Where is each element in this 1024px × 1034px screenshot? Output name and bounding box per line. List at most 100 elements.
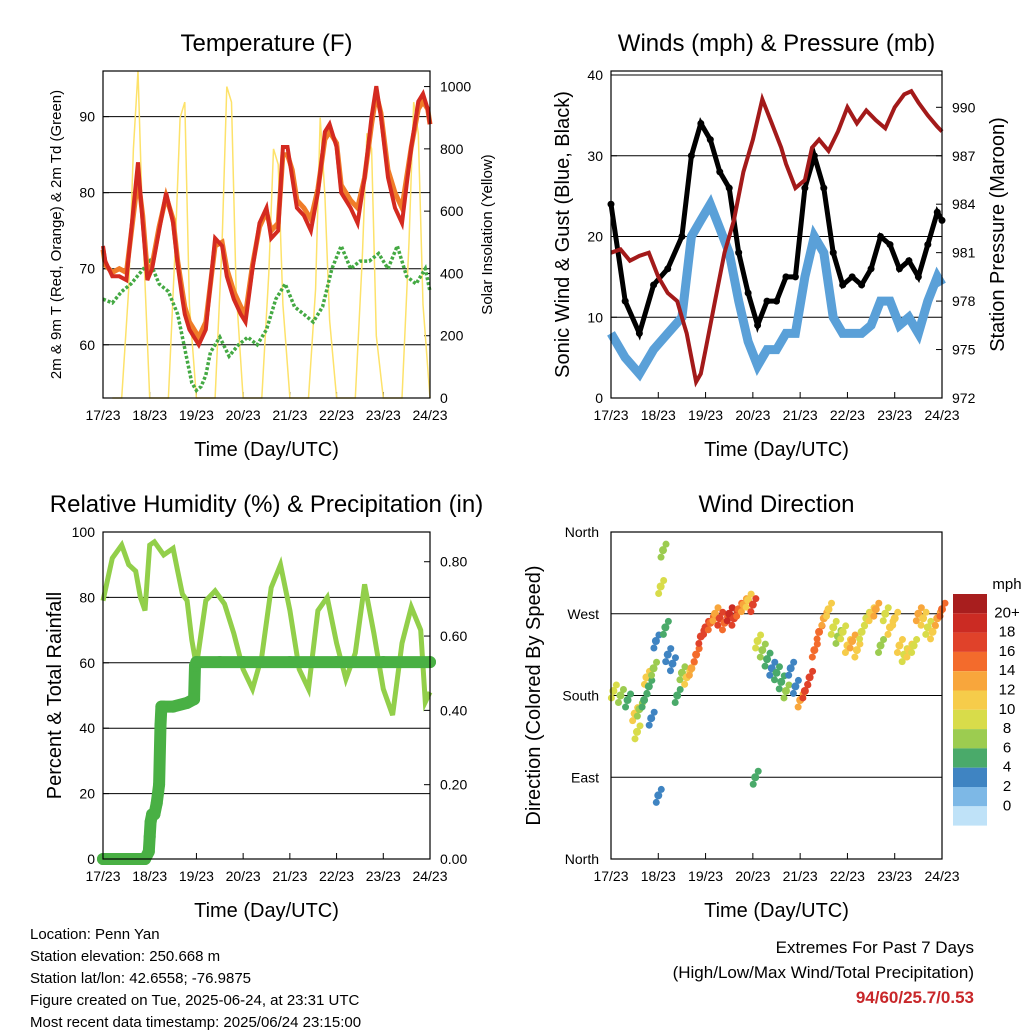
colorbar-title: mph (992, 576, 1021, 593)
colorbar-label: 4 (1003, 759, 1011, 776)
x-tick-label: 23/23 (366, 868, 401, 884)
direction-point (772, 668, 781, 677)
y-tick-label: 0 (595, 390, 603, 406)
y-tick-label: 80 (79, 185, 95, 201)
direction-point (917, 621, 925, 629)
rainfall-point (167, 700, 180, 713)
y-axis-label: 2m & 9m T (Red, Orange) & 2m Td (Green) (48, 90, 65, 379)
x-tick-label: 18/23 (132, 868, 167, 884)
direction-point (881, 609, 890, 618)
y2-tick-label: 990 (952, 99, 976, 115)
y-tick-label: 0 (87, 851, 95, 867)
y-tick-label: 70 (79, 261, 95, 277)
direction-point (681, 680, 689, 688)
direction-point (661, 623, 670, 632)
colorbar-swatch (953, 613, 987, 633)
rainfall-point (330, 656, 343, 669)
direction-point (828, 599, 836, 607)
direction-point (651, 637, 660, 645)
extremes-values: 94/60/25.7/0.53 (855, 988, 974, 1007)
colorbar-label: 20+ (994, 604, 1020, 621)
rainfall-point (157, 700, 170, 713)
chart-panel-wind-direction: Wind Direction Time (Day/UTC) 17/23 18/23 19… (523, 491, 960, 922)
rainfall-point (153, 778, 166, 791)
direction-point (781, 686, 790, 695)
direction-point (645, 721, 653, 729)
direction-point (631, 735, 639, 743)
direction-point (800, 686, 809, 695)
y2-tick-label: 400 (440, 265, 464, 281)
x-tick-label: 22/23 (830, 407, 865, 423)
recent-timestamp-text: Most recent data timestamp: 2025/06/24 2… (30, 1014, 362, 1031)
direction-point (785, 681, 793, 689)
y-tick-label: East (571, 769, 599, 785)
direction-point (612, 681, 620, 689)
direction-point (747, 590, 755, 598)
direction-point (794, 676, 802, 684)
direction-point (619, 686, 627, 693)
direction-point (673, 691, 682, 700)
direction-point (687, 664, 696, 673)
direction-point (827, 630, 835, 638)
direction-point (685, 671, 693, 679)
direction-point (804, 680, 812, 688)
direction-point (884, 604, 892, 612)
x-axis-label: Time (Day/UTC) (704, 900, 849, 922)
y-tick-label: 30 (587, 148, 603, 164)
direction-point (909, 641, 918, 650)
direction-point (903, 653, 911, 661)
direction-point (777, 677, 786, 686)
direction-point (875, 649, 883, 657)
x-tick-label: 22/23 (830, 868, 865, 884)
colorbar-label: 10 (999, 701, 1016, 718)
y-axis-label: Percent & Total Rainfall (44, 592, 66, 800)
direction-point (791, 682, 800, 691)
y-tick-label: 20 (79, 786, 95, 802)
direction-point (922, 608, 930, 616)
direction-point (666, 667, 674, 675)
direction-point (832, 639, 840, 647)
station-pressure-line (610, 88, 944, 388)
y2-tick-label: 972 (952, 390, 976, 406)
latlon-text: Station lat/lon: 42.6558; -76.9875 (30, 970, 252, 987)
sonic-wind-line (607, 193, 946, 382)
direction-point (790, 658, 798, 666)
total-rainfall-line (97, 656, 436, 865)
direction-point (657, 553, 665, 561)
direction-point (776, 663, 783, 671)
direction-point (650, 708, 658, 716)
y-tick-label: 20 (587, 229, 603, 245)
x-tick-label: 23/23 (877, 407, 912, 423)
y2-tick-label: 800 (440, 141, 464, 157)
rainfall-point (142, 845, 155, 858)
location-text: Location: Penn Yan (30, 926, 160, 943)
x-tick-label: 24/23 (924, 407, 959, 423)
colorbar-label: 6 (1003, 739, 1011, 756)
colorbar-swatch (953, 690, 987, 710)
direction-point (809, 667, 817, 675)
direction-point (757, 631, 765, 639)
x-tick-label: 19/23 (688, 407, 723, 423)
direction-point (616, 691, 625, 700)
y2-tick-label: 0.20 (440, 777, 467, 793)
y2-tick-label: 975 (952, 342, 976, 358)
direction-point (810, 646, 819, 655)
y2-tick-label: 600 (440, 203, 464, 219)
colorbar-label: 18 (999, 624, 1016, 641)
extremes-subtitle: (High/Low/Max Wind/Total Precipitation) (672, 963, 974, 982)
direction-point (659, 546, 668, 555)
direction-point (695, 645, 703, 653)
direction-point (780, 694, 788, 702)
direction-point (636, 722, 644, 730)
direction-point (794, 703, 802, 711)
direction-point (690, 658, 698, 666)
direction-point (851, 653, 859, 661)
direction-point (913, 636, 921, 644)
direction-point (737, 608, 745, 616)
x-tick-label: 24/23 (412, 407, 447, 423)
colorbar-swatch (953, 594, 987, 614)
direction-point (857, 627, 866, 636)
colorbar-label: 12 (999, 682, 1016, 699)
direction-point (813, 635, 821, 643)
direction-point (633, 712, 641, 720)
